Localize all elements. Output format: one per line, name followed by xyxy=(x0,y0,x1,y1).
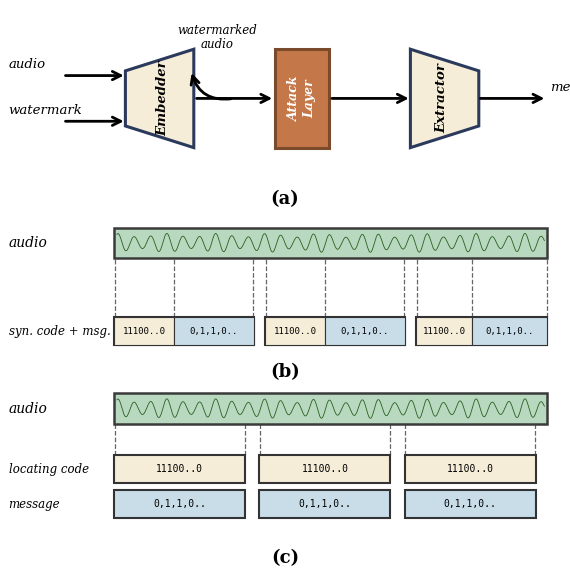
Text: 11100..0: 11100..0 xyxy=(156,465,203,474)
Text: audio: audio xyxy=(9,401,47,416)
FancyBboxPatch shape xyxy=(114,317,174,345)
Text: (a): (a) xyxy=(271,190,299,207)
FancyBboxPatch shape xyxy=(114,490,245,518)
FancyBboxPatch shape xyxy=(416,317,547,345)
Text: audio: audio xyxy=(201,38,234,51)
Text: 0,1,1,0..: 0,1,1,0.. xyxy=(190,327,238,336)
Text: 0,1,1,0..: 0,1,1,0.. xyxy=(341,327,389,336)
Text: (b): (b) xyxy=(270,363,300,381)
Text: message: message xyxy=(550,81,570,94)
Text: 0,1,1,0..: 0,1,1,0.. xyxy=(299,499,351,509)
Text: 11100..0: 11100..0 xyxy=(274,327,316,336)
Text: 11100..0: 11100..0 xyxy=(447,465,494,474)
Polygon shape xyxy=(125,49,194,148)
FancyBboxPatch shape xyxy=(473,317,547,345)
Text: 11100..0: 11100..0 xyxy=(423,327,466,336)
FancyBboxPatch shape xyxy=(265,317,325,345)
FancyBboxPatch shape xyxy=(416,317,473,345)
Text: Extractor: Extractor xyxy=(435,63,448,133)
Text: 0,1,1,0..: 0,1,1,0.. xyxy=(153,499,206,509)
Text: 0,1,1,0..: 0,1,1,0.. xyxy=(444,499,496,509)
FancyBboxPatch shape xyxy=(114,455,245,483)
FancyBboxPatch shape xyxy=(405,490,536,518)
Text: 11100..0: 11100..0 xyxy=(302,465,348,474)
Text: audio: audio xyxy=(9,58,46,71)
FancyBboxPatch shape xyxy=(259,490,390,518)
FancyBboxPatch shape xyxy=(174,317,254,345)
FancyBboxPatch shape xyxy=(114,393,547,424)
Text: (c): (c) xyxy=(271,549,299,567)
FancyBboxPatch shape xyxy=(275,49,329,148)
Text: Attack
Layer: Attack Layer xyxy=(288,76,316,121)
FancyBboxPatch shape xyxy=(114,227,547,258)
Text: syn. code + msg.: syn. code + msg. xyxy=(9,325,111,337)
FancyBboxPatch shape xyxy=(259,455,390,483)
Text: Embedder: Embedder xyxy=(156,60,169,136)
Text: locating code: locating code xyxy=(9,463,89,476)
Text: audio: audio xyxy=(9,236,47,250)
FancyBboxPatch shape xyxy=(405,455,536,483)
Text: watermark: watermark xyxy=(9,104,82,117)
FancyBboxPatch shape xyxy=(265,317,405,345)
Text: watermarked: watermarked xyxy=(177,24,257,37)
FancyBboxPatch shape xyxy=(325,317,405,345)
Text: 0,1,1,0..: 0,1,1,0.. xyxy=(486,327,534,336)
FancyBboxPatch shape xyxy=(114,317,254,345)
Polygon shape xyxy=(410,49,479,148)
Text: message: message xyxy=(9,498,60,511)
Text: 11100..0: 11100..0 xyxy=(123,327,165,336)
